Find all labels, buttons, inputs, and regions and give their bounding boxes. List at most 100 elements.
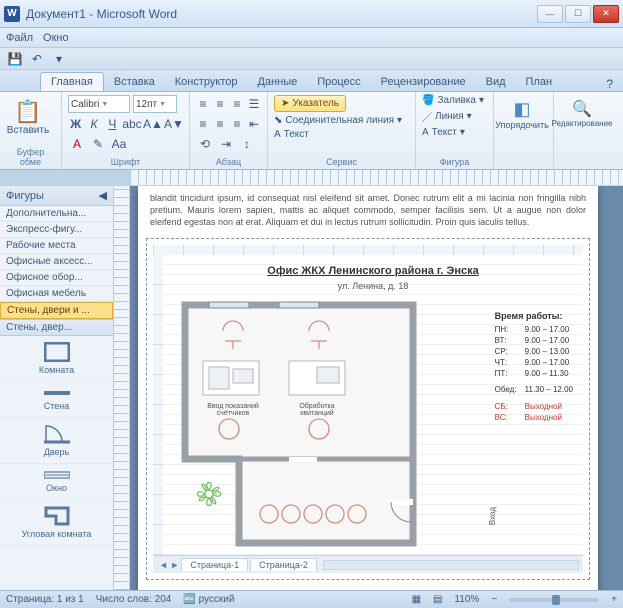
indent-inc-button[interactable]: ⇥	[217, 135, 235, 153]
tab-home[interactable]: Главная	[40, 72, 104, 91]
font-grow-button[interactable]: A▲	[144, 115, 162, 133]
paste-button[interactable]: 📋 Вставить	[6, 95, 50, 136]
arrange-icon: ◧	[513, 99, 530, 120]
editing-button[interactable]: 🔍 Редактирование	[560, 95, 604, 128]
tab-review[interactable]: Рецензирование	[371, 73, 476, 91]
status-lang[interactable]: 🔤 русский	[183, 594, 234, 605]
bold-button[interactable]: Ж	[68, 115, 83, 133]
shapes-cat-selected[interactable]: Стены, двери и ...	[0, 302, 113, 319]
align-top-button[interactable]: ≡	[196, 95, 210, 113]
minimize-button[interactable]: —	[537, 5, 563, 23]
desk2-label: Обработка квитанций	[287, 403, 347, 417]
text-tool-button[interactable]: A Текст	[274, 129, 409, 140]
shapes-cat[interactable]: Офисное обор...	[0, 270, 113, 286]
desk1-label: Ввод показаний счётчиков	[201, 403, 265, 417]
underline-button[interactable]: Ч	[105, 115, 120, 133]
tab-plan[interactable]: План	[516, 73, 563, 91]
floorplan-address: ул. Ленина, д. 18	[163, 281, 583, 291]
zoom-value[interactable]: 110%	[454, 594, 479, 605]
find-icon: 🔍	[572, 99, 592, 119]
status-bar: Страница: 1 из 1 Число слов: 204 🔤 русск…	[0, 590, 623, 608]
close-button[interactable]: ✕	[593, 5, 619, 23]
ribbon: 📋 Вставить Буфер обме Calibri▼ 12пт▼ Ж К…	[0, 92, 623, 170]
italic-button[interactable]: К	[86, 115, 101, 133]
shapes-cat[interactable]: Офисные аксесс...	[0, 254, 113, 270]
tab-view[interactable]: Вид	[476, 73, 516, 91]
align-mid-button[interactable]: ≡	[213, 95, 227, 113]
document-canvas[interactable]: blandit tincidunt ipsum, id consequat ni…	[130, 186, 623, 590]
quick-access-toolbar: 💾 ↶ ▾	[0, 48, 623, 70]
zoom-slider[interactable]	[509, 598, 599, 602]
tab-insert[interactable]: Вставка	[104, 73, 165, 91]
shape-corner-room[interactable]: Угловая комната	[0, 500, 113, 546]
diagram-tabstrip: ◄ ► Страница-1 Страница-2	[153, 555, 583, 573]
font-size-combo[interactable]: 12пт▼	[133, 95, 177, 113]
floorplan-title: Офис ЖКХ Ленинского района г. Энска	[163, 265, 583, 277]
maximize-button[interactable]: ☐	[565, 5, 591, 23]
zoom-in-button[interactable]: +	[611, 594, 617, 605]
tab-process[interactable]: Процесс	[307, 73, 370, 91]
line-button[interactable]: ／ Линия ▾	[422, 109, 487, 124]
spacing-button[interactable]: ↕	[238, 135, 256, 153]
diagram-hscroll[interactable]	[323, 560, 579, 570]
page-nav[interactable]: ◄ ►	[159, 560, 179, 570]
shapes-pane: Фигуры◀ Дополнительна... Экспресс-фигу..…	[0, 186, 114, 590]
page: blandit tincidunt ipsum, id consequat ni…	[138, 186, 598, 590]
shapes-cat[interactable]: Дополнительна...	[0, 206, 113, 222]
fill-button[interactable]: 🪣 Заливка ▾	[422, 95, 487, 106]
rotate-button[interactable]: ⟲	[196, 135, 214, 153]
case-button[interactable]: Aa	[110, 135, 128, 153]
shape-door[interactable]: Дверь	[0, 418, 113, 464]
shapes-subtitle: Стены, двер...	[0, 319, 113, 336]
diagram-ruler-h	[153, 245, 583, 255]
page-tab-2[interactable]: Страница-2	[250, 558, 317, 571]
paste-icon: 📋	[14, 99, 41, 125]
diagram-canvas[interactable]: Офис ЖКХ Ленинского района г. Энска ул. …	[163, 255, 583, 555]
highlight-button[interactable]: ✎	[89, 135, 107, 153]
menu-bar: Файл Окно	[0, 28, 623, 48]
font-color-button[interactable]: A	[68, 135, 86, 153]
strike-button[interactable]: abc	[123, 115, 141, 133]
floorplan-svg	[179, 299, 419, 549]
align-bot-button[interactable]: ≡	[230, 95, 244, 113]
menu-file[interactable]: Файл	[6, 32, 33, 44]
shape-wall[interactable]: Стена	[0, 382, 113, 418]
status-page[interactable]: Страница: 1 из 1	[6, 594, 84, 605]
shape-room[interactable]: Комната	[0, 336, 113, 382]
bullets-button[interactable]: ☰	[247, 95, 261, 113]
save-icon[interactable]: 💾	[6, 50, 24, 68]
tab-design[interactable]: Конструктор	[165, 73, 248, 91]
align-left-button[interactable]: ≡	[196, 115, 210, 133]
group-paragraph: Абзац	[196, 157, 261, 167]
indent-dec-button[interactable]: ⇤	[247, 115, 261, 133]
qat-dropdown-icon[interactable]: ▾	[50, 50, 68, 68]
shape-text-button[interactable]: A Текст ▾	[422, 127, 487, 138]
view-read-icon[interactable]: ▤	[433, 594, 442, 605]
title-bar: W Документ1 - Microsoft Word — ☐ ✕	[0, 0, 623, 28]
shapes-cat[interactable]: Офисная мебель	[0, 286, 113, 302]
font-shrink-button[interactable]: A▼	[165, 115, 183, 133]
align-right-button[interactable]: ≡	[230, 115, 244, 133]
view-print-icon[interactable]: ▦	[412, 594, 421, 605]
align-center-button[interactable]: ≡	[213, 115, 227, 133]
arrange-button[interactable]: ◧ Упорядочить	[500, 95, 544, 130]
undo-icon[interactable]: ↶	[28, 50, 46, 68]
tab-data[interactable]: Данные	[247, 73, 307, 91]
zoom-out-button[interactable]: −	[491, 594, 497, 605]
shape-window[interactable]: Окно	[0, 464, 113, 500]
font-name-combo[interactable]: Calibri▼	[68, 95, 130, 113]
status-words[interactable]: Число слов: 204	[96, 594, 172, 605]
help-icon[interactable]: ?	[602, 77, 617, 91]
menu-window[interactable]: Окно	[43, 32, 69, 44]
shapes-cat[interactable]: Рабочие места	[0, 238, 113, 254]
vertical-ruler	[114, 186, 130, 590]
page-tab-1[interactable]: Страница-1	[181, 558, 248, 571]
schedule: Время работы: ПН:9.00 – 17.00 ВТ:9.00 – …	[495, 311, 573, 423]
group-shape: Фигура	[422, 157, 487, 167]
embedded-diagram[interactable]: Офис ЖКХ Ленинского района г. Энска ул. …	[146, 238, 590, 580]
shapes-collapse-icon[interactable]: ◀	[99, 189, 107, 202]
connector-tool-button[interactable]: ⬊ Соединительная линия ▾	[274, 115, 409, 126]
pointer-tool-button[interactable]: ➤ Указатель	[274, 95, 346, 112]
shapes-cat[interactable]: Экспресс-фигу...	[0, 222, 113, 238]
body-text-top: blandit tincidunt ipsum, id consequat ni…	[138, 186, 598, 234]
